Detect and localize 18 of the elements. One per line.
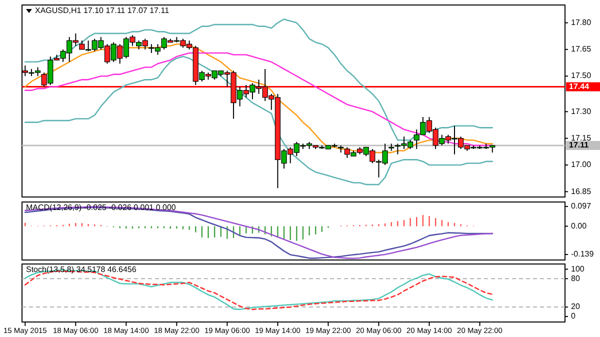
y-tick-label: 17.50 — [571, 71, 592, 80]
y-tick-label: 0.00 — [571, 221, 588, 230]
y-tick-label: 80 — [571, 274, 580, 283]
y-tick-label: 17.00 — [571, 160, 592, 170]
y-tick-label: 17.30 — [571, 106, 592, 116]
ref-line-label: 17.44 — [569, 82, 590, 91]
y-tick-label: 17.15 — [571, 133, 592, 142]
y-tick-label: 20 — [571, 302, 580, 312]
line-series — [24, 56, 494, 186]
chart-title: XAGUSD,H1 17.10 17.11 17.07 17.11 — [35, 6, 170, 15]
y-tick-label: 0 — [571, 312, 576, 321]
ref-line-label: 17.11 — [569, 140, 590, 150]
y-tick-label: 100 — [571, 264, 585, 274]
y-tick-label: 0.097 — [571, 202, 592, 211]
y-tick-label: 17.80 — [571, 18, 592, 27]
y-tick-label: -0.139 — [571, 250, 594, 259]
y-tick-label: 16.85 — [571, 186, 592, 196]
y-tick-label: 17.65 — [571, 44, 592, 54]
